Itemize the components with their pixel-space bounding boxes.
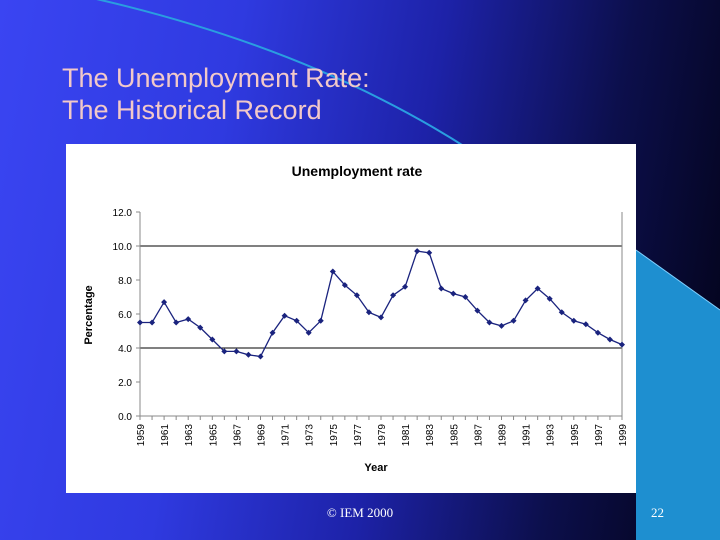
axis-layer: 0.0 2.0 4.0 6.0 8.0 10.0 12.0 1959 1961 1963 1965 1… xyxy=(113,208,629,446)
data-point-1964 xyxy=(197,324,204,331)
data-point-1968 xyxy=(245,351,252,358)
x-tick-label-1985: 1985 xyxy=(449,424,460,447)
data-point-1959 xyxy=(137,319,143,326)
data-point-1970 xyxy=(269,329,276,336)
data-point-1961 xyxy=(161,299,168,306)
y-tick-label-5: 10.0 xyxy=(113,242,133,253)
y-tick-label-6: 12.0 xyxy=(113,208,133,219)
data-point-1973 xyxy=(305,329,312,336)
x-tick-label-1961: 1961 xyxy=(160,424,171,447)
data-point-1981 xyxy=(402,283,409,290)
data-point-1972 xyxy=(293,317,300,324)
data-point-1963 xyxy=(185,316,192,323)
data-point-1993 xyxy=(546,295,553,302)
data-point-1988 xyxy=(486,319,493,326)
y-tick-label-0: 0.0 xyxy=(118,412,132,423)
slide-title-line-1: The Unemployment Rate: xyxy=(62,63,370,93)
data-point-1969 xyxy=(257,353,264,360)
chart-title: Unemployment rate xyxy=(292,163,423,179)
data-point-1989 xyxy=(498,322,505,329)
data-point-1978 xyxy=(365,309,372,316)
footer-copyright: © IEM 2000 xyxy=(326,505,394,520)
slide-number: 22 xyxy=(651,505,664,520)
x-tick-label-1959: 1959 xyxy=(136,424,147,447)
y-tick-label-3: 6.0 xyxy=(118,310,132,321)
data-point-1977 xyxy=(353,292,360,299)
y-axis-label: Percentage xyxy=(83,285,95,344)
data-point-1987 xyxy=(474,307,481,314)
chart-panel: Unemployment rate Percentage Year 0.0 2.0… xyxy=(66,144,636,493)
x-tick-label-1989: 1989 xyxy=(498,424,509,447)
data-point-1960 xyxy=(149,319,156,326)
data-point-1975 xyxy=(329,268,336,275)
accent-panel xyxy=(636,250,720,540)
y-tick-label-2: 4.0 xyxy=(118,344,132,355)
x-tick-label-1969: 1969 xyxy=(257,424,268,447)
unemployment-chart: Unemployment rate Percentage Year 0.0 2.0… xyxy=(83,163,629,474)
data-point-1991 xyxy=(522,297,529,304)
x-tick-label-1993: 1993 xyxy=(546,424,557,447)
data-point-1974 xyxy=(317,317,324,324)
data-point-1990 xyxy=(510,317,517,324)
x-tick-label-1995: 1995 xyxy=(570,424,581,447)
x-tick-label-1975: 1975 xyxy=(329,424,340,447)
data-point-1994 xyxy=(558,309,565,316)
x-tick-label-1983: 1983 xyxy=(425,424,436,447)
accent-panel-edge xyxy=(635,249,720,311)
data-point-1966 xyxy=(221,348,228,355)
x-tick-label-1987: 1987 xyxy=(473,424,484,447)
x-tick-label-1991: 1991 xyxy=(522,424,533,447)
data-point-1999 xyxy=(619,341,625,348)
slide-title: The Unemployment Rate: The Historical Re… xyxy=(62,62,370,126)
x-tick-label-1997: 1997 xyxy=(594,424,605,447)
x-tick-label-1965: 1965 xyxy=(208,424,219,447)
data-point-1965 xyxy=(209,336,216,343)
data-point-1982 xyxy=(414,248,421,255)
x-tick-label-1973: 1973 xyxy=(305,424,316,447)
x-tick-label-1979: 1979 xyxy=(377,424,388,447)
data-point-1985 xyxy=(450,290,457,297)
x-tick-label-1963: 1963 xyxy=(184,424,195,447)
accent-curve xyxy=(96,0,471,151)
data-point-1983 xyxy=(426,249,433,256)
slide-title-line-2: The Historical Record xyxy=(62,95,322,125)
data-point-1997 xyxy=(594,329,601,336)
x-tick-label-1967: 1967 xyxy=(232,424,243,447)
data-point-1980 xyxy=(390,292,397,299)
data-point-1992 xyxy=(534,285,541,292)
data-point-1996 xyxy=(582,321,589,328)
y-tick-label-4: 8.0 xyxy=(118,276,132,287)
x-axis-label: Year xyxy=(364,462,388,474)
x-tick-label-1977: 1977 xyxy=(353,424,364,447)
x-tick-label-1999: 1999 xyxy=(618,424,629,447)
y-tick-label-1: 2.0 xyxy=(118,378,132,389)
data-point-1962 xyxy=(173,319,180,326)
data-point-1984 xyxy=(438,285,445,292)
series-layer xyxy=(137,248,625,360)
x-tick-label-1971: 1971 xyxy=(281,424,292,447)
x-tick-label-1981: 1981 xyxy=(401,424,412,447)
data-point-1998 xyxy=(606,336,613,343)
data-point-1979 xyxy=(378,314,384,321)
data-point-1971 xyxy=(281,312,288,319)
data-point-1995 xyxy=(570,317,577,324)
data-point-1976 xyxy=(341,282,348,289)
data-point-1967 xyxy=(233,348,240,355)
data-point-1986 xyxy=(462,294,469,300)
